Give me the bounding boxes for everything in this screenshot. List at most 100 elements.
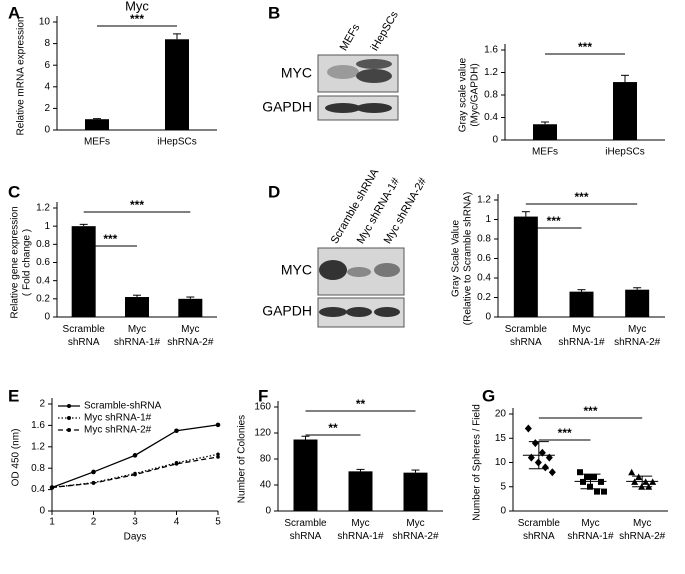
legend-marker bbox=[67, 416, 71, 420]
y-tick-label: 0 bbox=[44, 125, 50, 136]
y-tick-label: 10 bbox=[39, 17, 51, 28]
y-tick-label: 6 bbox=[44, 60, 50, 71]
point bbox=[584, 474, 590, 481]
blot-row-label: MYC bbox=[281, 262, 312, 278]
point bbox=[91, 469, 96, 475]
panel-letter: E bbox=[8, 386, 19, 405]
x-tick-label: Myc shRNA-2# bbox=[167, 324, 214, 348]
y-axis-label: OD 450 (nm) bbox=[11, 429, 22, 487]
y-tick-label: 0 bbox=[500, 506, 506, 517]
blot-row-label: GAPDH bbox=[262, 99, 312, 115]
blot-row-label: MYC bbox=[281, 65, 312, 81]
panel-letter: F bbox=[258, 386, 268, 405]
point bbox=[594, 488, 600, 495]
significance-label: *** bbox=[130, 12, 144, 26]
bar bbox=[293, 439, 318, 511]
series-line bbox=[51, 453, 219, 489]
y-tick-label: 40 bbox=[260, 480, 272, 491]
y-tick-label: 0.6 bbox=[477, 253, 491, 264]
y-tick-label: 4 bbox=[44, 81, 50, 92]
point bbox=[216, 455, 220, 459]
bar bbox=[513, 216, 538, 317]
chart-title: Myc bbox=[125, 0, 149, 13]
point bbox=[524, 424, 532, 433]
significance-label: *** bbox=[558, 426, 572, 440]
y-tick-label: 0.6 bbox=[36, 257, 50, 268]
legend-marker bbox=[67, 404, 71, 408]
point bbox=[132, 453, 138, 458]
blot-d bbox=[317, 247, 405, 328]
significance-label: ** bbox=[328, 421, 338, 435]
x-tick-label: Scramble shRNA bbox=[518, 518, 561, 542]
panel-letter: D bbox=[268, 182, 280, 201]
significance-label: ** bbox=[356, 397, 366, 411]
significance-label: *** bbox=[583, 404, 597, 418]
y-tick-label: 0 bbox=[485, 312, 491, 323]
y-tick-label: 80 bbox=[260, 454, 272, 465]
bar bbox=[613, 82, 637, 140]
bar bbox=[125, 297, 149, 317]
point bbox=[531, 439, 539, 448]
significance-label: *** bbox=[130, 198, 144, 212]
y-tick-label: 1.6 bbox=[484, 45, 498, 56]
y-tick-label: 120 bbox=[254, 428, 271, 439]
y-axis-label: (Relative to Scramble shRNA) bbox=[463, 192, 474, 325]
y-axis-label: ( Fold change ) bbox=[22, 229, 33, 296]
y-tick-label: 0.8 bbox=[477, 234, 491, 245]
panel-letter: B bbox=[268, 3, 280, 22]
y-tick-label: 5 bbox=[500, 481, 506, 492]
significance-label: *** bbox=[547, 214, 561, 228]
y-tick-label: 0 bbox=[39, 506, 45, 517]
x-tick-label: Scramble shRNA bbox=[284, 518, 327, 542]
point bbox=[601, 488, 607, 495]
point bbox=[174, 462, 179, 466]
blot-lane-label: iHepSCs bbox=[369, 9, 401, 53]
bar bbox=[165, 39, 189, 130]
point bbox=[628, 468, 636, 476]
x-tick-label: Myc shRNA-1# bbox=[567, 518, 614, 542]
point bbox=[577, 469, 583, 476]
bar bbox=[178, 298, 203, 317]
legend-label: Myc shRNA-1# bbox=[84, 413, 152, 424]
y-axis-label: Gray Scale Value bbox=[451, 220, 462, 298]
bar bbox=[533, 124, 557, 140]
x-tick-label: 3 bbox=[132, 517, 138, 528]
y-tick-label: 15 bbox=[495, 433, 507, 444]
x-tick-label: 2 bbox=[91, 517, 97, 528]
y-axis-label: Relative mRNA expression bbox=[16, 17, 27, 136]
bar bbox=[71, 226, 96, 317]
y-tick-label: 0.8 bbox=[31, 463, 45, 474]
y-tick-label: 0.4 bbox=[31, 484, 45, 495]
y-tick-label: 1.2 bbox=[477, 195, 491, 206]
y-axis-label: Number of Spheres / Field bbox=[472, 404, 483, 521]
point bbox=[50, 485, 54, 490]
point bbox=[216, 452, 220, 457]
blot-lane-label: MEFs bbox=[338, 22, 363, 53]
panel-letter: A bbox=[8, 3, 20, 22]
x-axis-label: Days bbox=[124, 532, 147, 543]
legend-marker bbox=[67, 428, 71, 432]
y-tick-label: 1 bbox=[485, 214, 491, 225]
y-tick-label: 2 bbox=[44, 103, 50, 114]
y-tick-label: 8 bbox=[44, 38, 50, 49]
significance-label: *** bbox=[578, 40, 592, 54]
legend-label: Scramble-shRNA bbox=[84, 401, 162, 412]
y-axis-label: Gray scale value bbox=[458, 57, 469, 132]
y-tick-label: 1.2 bbox=[31, 441, 45, 452]
bar bbox=[625, 289, 650, 317]
y-axis-label: (Myc/GAPDH) bbox=[470, 63, 481, 126]
bar bbox=[569, 291, 594, 317]
x-tick-label: Myc shRNA-2# bbox=[619, 518, 666, 542]
x-tick-label: Myc shRNA-1# bbox=[337, 518, 384, 542]
y-tick-label: 0.8 bbox=[484, 90, 498, 101]
x-tick-label: Myc shRNA-2# bbox=[392, 518, 439, 542]
bar bbox=[85, 119, 109, 130]
blot-b bbox=[317, 54, 399, 121]
x-tick-label: Scramble shRNA bbox=[63, 324, 106, 348]
x-tick-label: MEFs bbox=[532, 147, 558, 158]
bar bbox=[403, 472, 428, 511]
y-tick-label: 0.2 bbox=[36, 293, 50, 304]
point bbox=[174, 428, 179, 434]
x-tick-label: Myc shRNA-2# bbox=[614, 324, 661, 348]
